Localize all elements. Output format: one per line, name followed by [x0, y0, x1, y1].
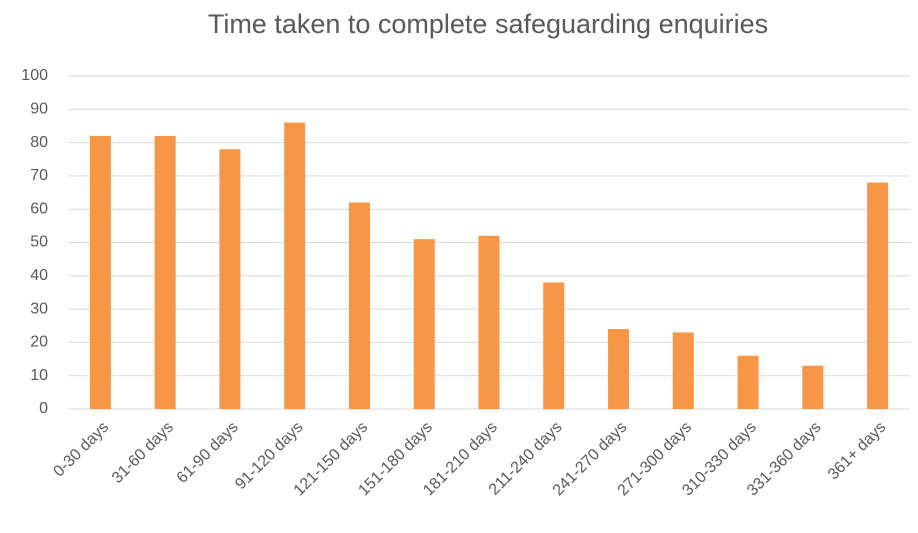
- bar: [543, 282, 565, 409]
- x-tick-label: 31-60 days: [109, 419, 177, 487]
- y-tick-label: 40: [30, 267, 48, 284]
- x-tick-label: 61-90 days: [174, 419, 242, 487]
- y-tick-label: 50: [30, 234, 48, 251]
- y-tick-label: 70: [30, 167, 48, 184]
- y-tick-label: 20: [30, 334, 48, 351]
- bar: [672, 332, 694, 409]
- bar: [802, 365, 824, 409]
- bar: [478, 235, 500, 409]
- y-tick-label: 0: [39, 400, 48, 417]
- y-tick-label: 10: [30, 367, 48, 384]
- bar: [348, 202, 370, 409]
- y-tick-label: 30: [30, 300, 48, 317]
- bar: [89, 135, 111, 409]
- x-tick-label: 361+ days: [825, 419, 890, 484]
- bar: [284, 122, 306, 410]
- bar: [737, 355, 759, 409]
- bar: [608, 329, 630, 409]
- bar: [219, 149, 241, 409]
- bar: [413, 239, 435, 409]
- y-tick-label: 90: [30, 101, 48, 118]
- y-tick-label: 80: [30, 134, 48, 151]
- y-tick-label: 60: [30, 200, 48, 217]
- bar: [867, 182, 889, 409]
- bar: [154, 135, 176, 409]
- y-tick-label: 100: [21, 67, 48, 84]
- x-tick-label: 0-30 days: [50, 419, 112, 481]
- chart-title: Time taken to complete safeguarding enqu…: [208, 9, 768, 39]
